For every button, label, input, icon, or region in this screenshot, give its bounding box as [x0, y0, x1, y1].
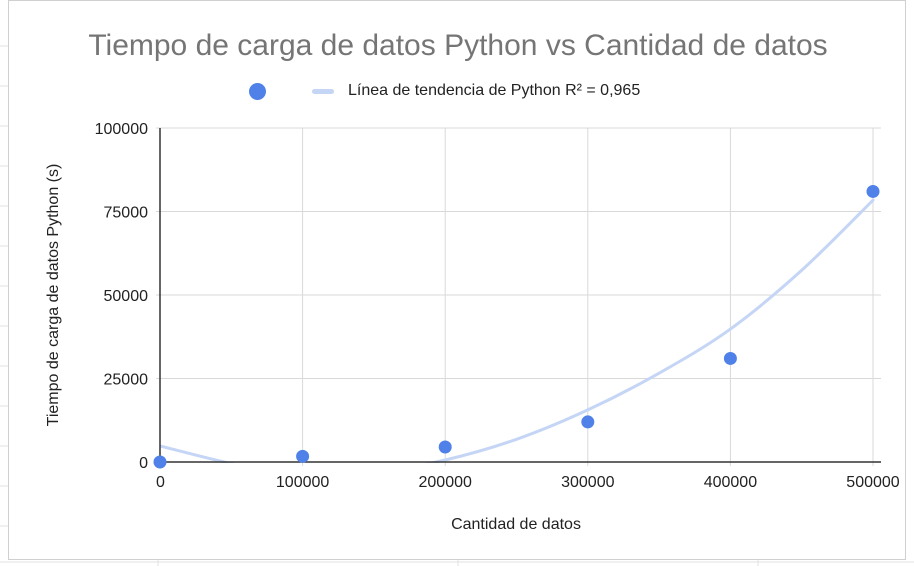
data-point[interactable] — [296, 449, 310, 463]
chart-title: Tiempo de carga de datos Python vs Canti… — [88, 29, 828, 62]
x-tick-label: 400000 — [704, 474, 757, 491]
x-axis-label: Cantidad de datos — [451, 516, 581, 533]
y-tick-label: 50000 — [104, 288, 149, 305]
x-tick-label: 500000 — [846, 474, 899, 491]
data-points — [153, 184, 880, 469]
plot-area: 0 25000 50000 75000 100000 0 100000 200000 30000… — [45, 121, 900, 533]
trendline — [160, 198, 875, 463]
data-point[interactable] — [581, 415, 595, 429]
legend-marker-scatter — [249, 82, 266, 100]
legend-label-trendline: Línea de tendencia de Python R² = 0,965 — [348, 82, 641, 99]
tick-labels: 0 25000 50000 75000 100000 0 100000 200000 30000… — [95, 121, 900, 491]
x-tick-label: 300000 — [561, 474, 614, 491]
data-point[interactable] — [723, 351, 737, 365]
trendline-layer — [160, 198, 875, 463]
x-tick-label: 100000 — [276, 474, 329, 491]
data-point[interactable] — [438, 440, 452, 454]
y-tick-label: 75000 — [104, 205, 149, 222]
axes — [156, 128, 881, 466]
y-tick-label: 25000 — [104, 372, 149, 389]
legend-marker-trendline — [312, 88, 334, 94]
y-axis-label: Tiempo de carga de datos Python (s) — [45, 164, 62, 427]
data-point[interactable] — [153, 455, 167, 469]
y-tick-label: 100000 — [95, 121, 148, 138]
chart-container[interactable]: Tiempo de carga de datos Python vs Canti… — [8, 0, 906, 560]
x-tick-label: 0 — [156, 474, 165, 491]
x-tick-label: 200000 — [419, 474, 472, 491]
data-point[interactable] — [866, 184, 880, 198]
chart-legend: Línea de tendencia de Python R² = 0,965 — [249, 79, 640, 103]
y-tick-label: 0 — [139, 455, 148, 472]
